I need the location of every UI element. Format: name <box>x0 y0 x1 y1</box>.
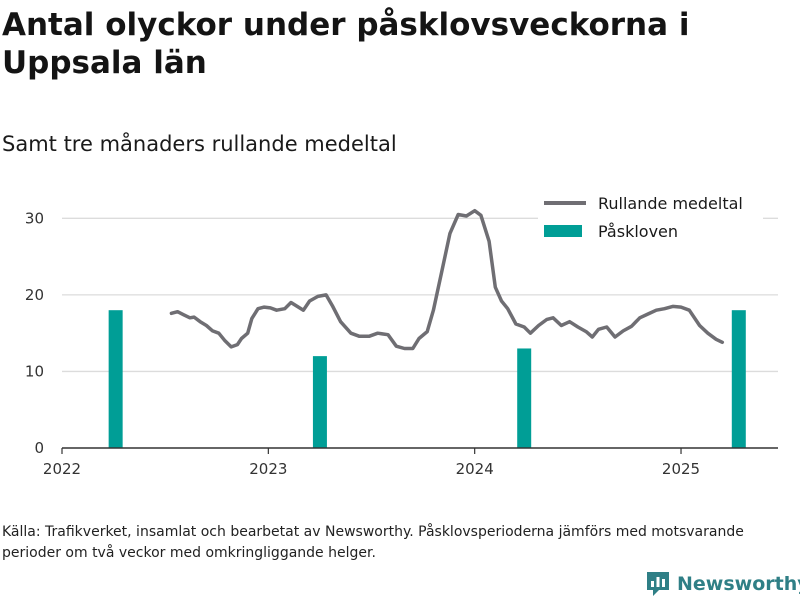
legend-background <box>538 190 763 248</box>
bar-easter-break <box>108 310 123 448</box>
source-note: Källa: Trafikverket, insamlat och bearbe… <box>2 524 744 561</box>
x-tick-label: 2024 <box>456 460 494 478</box>
line-layer <box>169 208 725 351</box>
bar-layer <box>108 310 746 448</box>
legend-label-easter-break: Påskloven <box>598 222 678 241</box>
brand-logo: Newsworthy <box>645 570 800 598</box>
y-tick-label: 0 <box>34 439 44 457</box>
legend: Rullande medeltal Påskloven <box>538 190 763 248</box>
axis-layer: 0 10 20 30 2022 2023 2024 2025 <box>25 209 778 478</box>
line-rolling-average <box>169 208 725 351</box>
y-tick-label: 20 <box>25 286 44 304</box>
chart-subtitle: Samt tre månaders rullande medeltal <box>2 132 397 156</box>
legend-bar-swatch <box>544 225 582 237</box>
x-tick-label: 2025 <box>662 460 700 478</box>
y-tick-label: 30 <box>25 209 44 227</box>
bar-easter-break <box>517 348 532 448</box>
brand-name: Newsworthy <box>677 573 800 595</box>
newsworthy-logo-icon <box>647 572 669 596</box>
y-tick-label: 10 <box>25 362 44 380</box>
bar-easter-break <box>731 310 746 448</box>
x-tick-label: 2022 <box>43 460 81 478</box>
legend-label-rolling-average: Rullande medeltal <box>598 194 743 213</box>
x-tick-label: 2023 <box>249 460 287 478</box>
chart-title: Antal olyckor under påsklovsveckorna i U… <box>2 7 690 81</box>
chart: 0 10 20 30 2022 2023 2024 2025 Rullande medelta… <box>25 190 778 478</box>
bar-easter-break <box>312 356 327 448</box>
